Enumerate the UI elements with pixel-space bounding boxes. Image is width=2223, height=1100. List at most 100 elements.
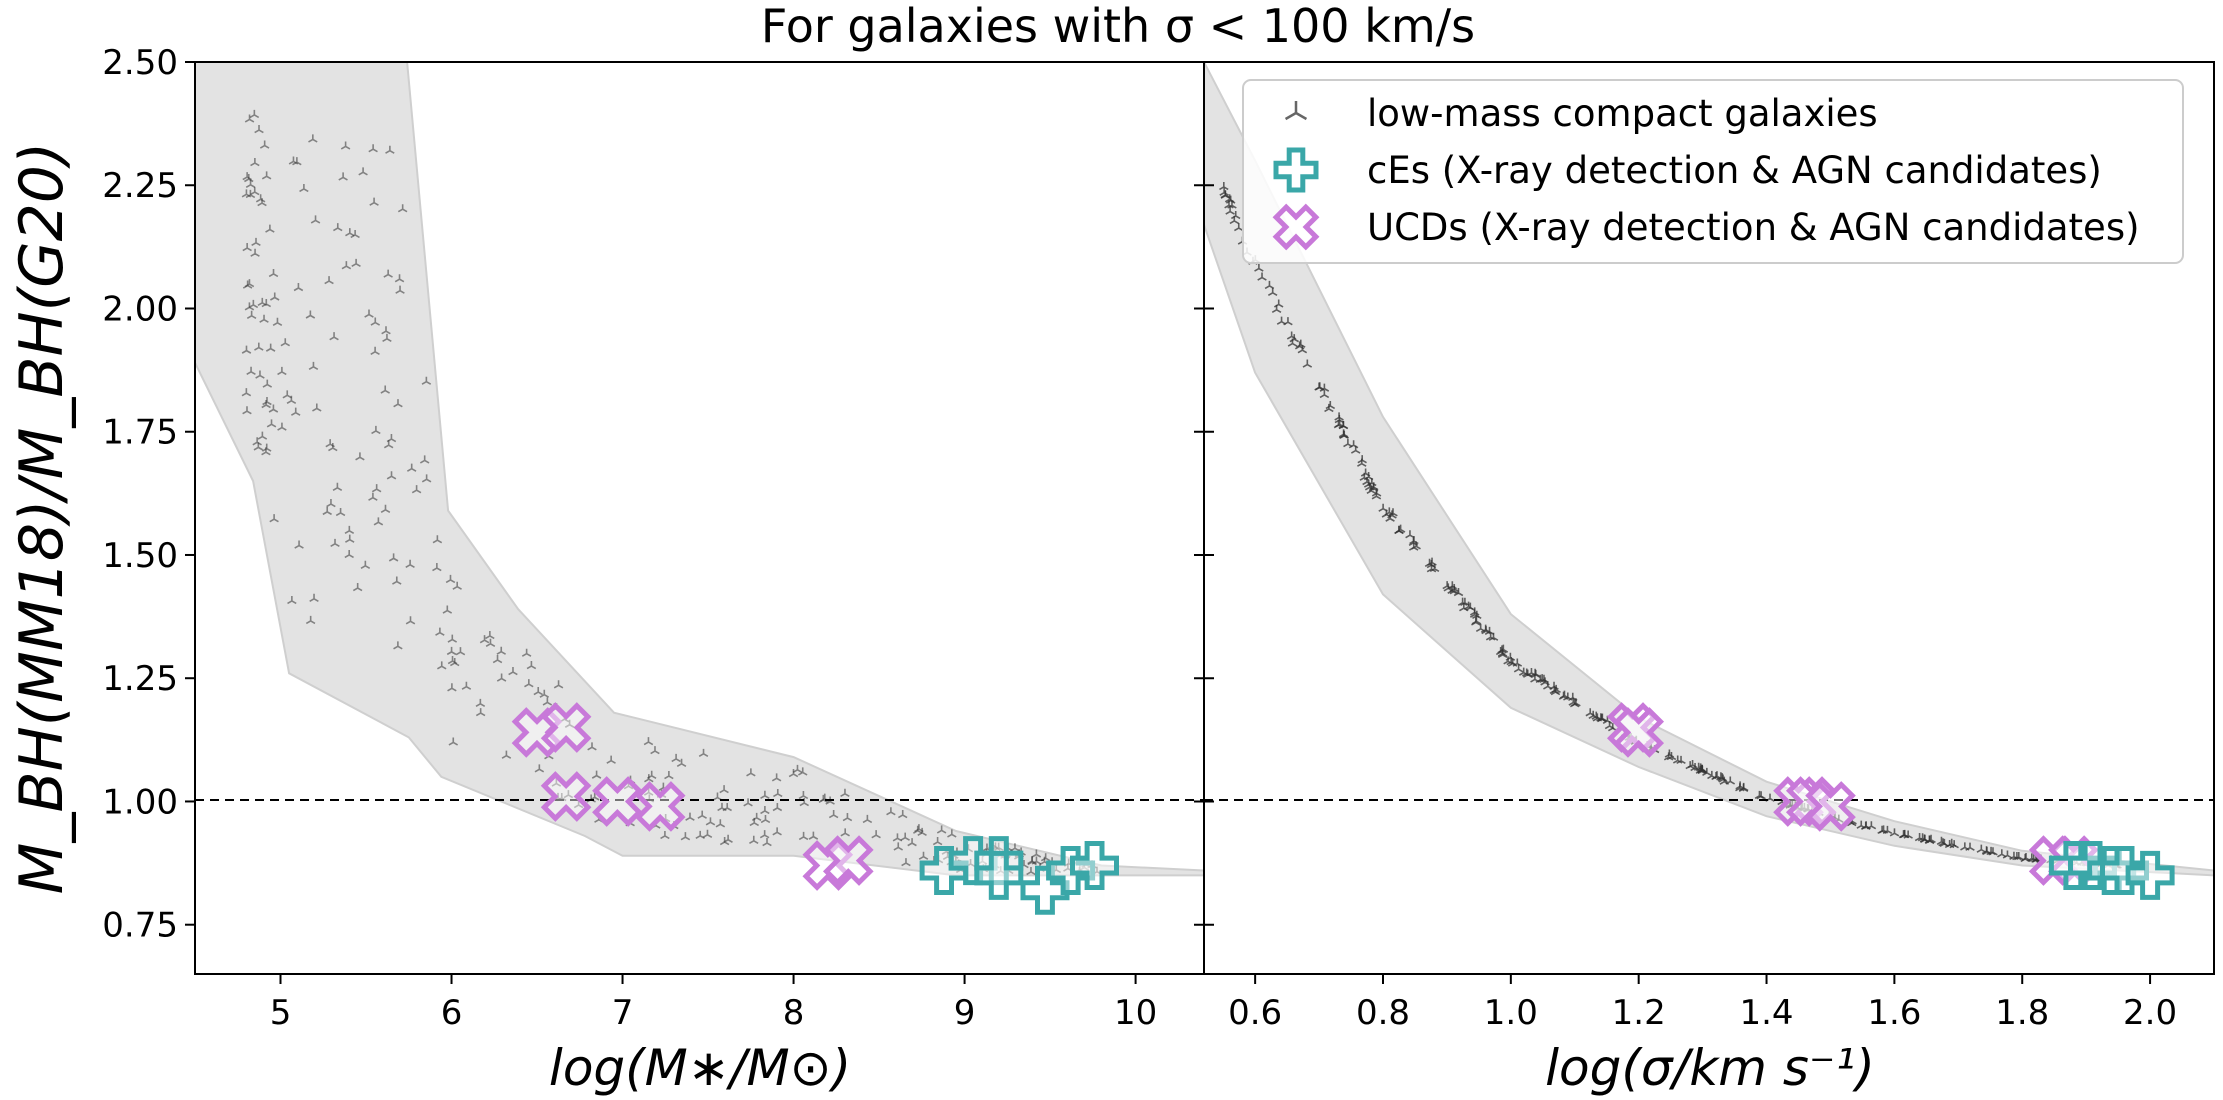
low-mass-galaxy-marker: [501, 750, 512, 759]
low-mass-galaxy-marker: [788, 769, 799, 778]
low-mass-galaxy-marker: [1588, 710, 1598, 719]
low-mass-galaxy-marker: [355, 452, 365, 461]
low-mass-galaxy-marker: [262, 397, 272, 406]
low-mass-galaxy-marker: [685, 812, 695, 821]
low-mass-galaxy-marker: [265, 224, 275, 233]
low-mass-galaxy-marker: [485, 630, 495, 640]
low-mass-galaxy-marker: [772, 827, 782, 836]
low-mass-galaxy-marker: [1878, 825, 1889, 834]
low-mass-galaxy-marker: [383, 440, 394, 449]
low-mass-galaxy-markers: [1219, 181, 2140, 871]
low-mass-galaxy-marker: [591, 770, 602, 779]
low-mass-galaxy-marker: [242, 406, 252, 415]
x-tick-label: 9: [954, 993, 976, 1033]
low-mass-galaxy-marker: [1453, 588, 1464, 597]
low-mass-galaxy-marker: [1799, 802, 1810, 812]
ucd-marker: [540, 702, 592, 753]
scatter-band: [1204, 62, 2214, 877]
low-mass-galaxy-marker: [386, 471, 397, 480]
low-mass-galaxy-marker: [671, 753, 681, 763]
ucd-marker: [592, 776, 643, 827]
low-mass-galaxy-marker: [381, 326, 391, 335]
low-mass-galaxy-marker: [241, 189, 252, 198]
low-mass-galaxy-marker: [305, 615, 316, 625]
low-mass-galaxy-marker: [254, 342, 264, 351]
low-mass-galaxy-marker: [369, 197, 379, 206]
low-mass-galaxy-marker: [539, 689, 550, 698]
low-mass-galaxy-marker: [1946, 838, 1957, 847]
low-mass-galaxy-marker: [475, 698, 486, 708]
low-mass-galaxy-marker: [936, 825, 947, 834]
low-mass-galaxy-marker: [901, 858, 911, 867]
low-mass-galaxy-marker: [1976, 844, 1987, 853]
low-mass-galaxy-marker: [246, 366, 256, 375]
low-mass-galaxy-marker: [797, 767, 808, 776]
low-mass-galaxy-marker: [492, 655, 503, 664]
low-mass-galaxy-marker: [360, 560, 371, 569]
low-mass-galaxy-marker: [1463, 601, 1474, 610]
low-mass-galaxy-marker: [1899, 829, 1910, 839]
low-mass-galaxy-marker: [435, 627, 445, 636]
low-mass-galaxy-marker: [1568, 697, 1578, 706]
low-mass-galaxy-marker: [900, 832, 910, 841]
ucd-marker: [1613, 707, 1665, 758]
low-mass-galaxy-marker: [405, 559, 415, 568]
low-mass-galaxy-marker: [309, 593, 319, 603]
x-tick-label: 0.6: [1228, 993, 1282, 1033]
low-mass-galaxy-marker: [294, 540, 304, 549]
low-mass-galaxy-marker: [799, 798, 809, 807]
low-mass-galaxy-marker: [269, 514, 279, 523]
low-mass-galaxy-marker: [280, 338, 291, 347]
low-mass-galaxy-marker: [344, 549, 354, 559]
low-mass-galaxy-marker: [524, 679, 534, 688]
low-mass-galaxy-marker: [1424, 558, 1435, 568]
low-mass-galaxy-marker: [405, 616, 416, 625]
low-mass-galaxy-marker: [371, 484, 382, 493]
low-mass-galaxy-marker: [606, 755, 616, 764]
low-mass-galaxy-marker: [1031, 849, 1042, 858]
low-mass-galaxy-marker: [1276, 316, 1287, 325]
low-mass-galaxy-marker: [344, 525, 355, 535]
panel-right-frame: [1203, 61, 2215, 975]
low-mass-galaxy-marker: [251, 237, 261, 247]
x-tick-label: 8: [783, 993, 805, 1033]
low-mass-galaxy-marker: [1719, 776, 1729, 785]
low-mass-galaxy-marker: [1735, 783, 1745, 792]
low-mass-galaxy-marker: [818, 794, 829, 804]
low-mass-galaxy-marker: [392, 576, 402, 585]
low-mass-galaxy-marker: [771, 773, 782, 782]
x-axis-label-left: log(M∗/M⊙): [549, 1039, 851, 1097]
panel-left: 5 6 7 8 9 10 0.75 1.00 1.25 1.50 1.75 2.00 2.25 2.50…: [102, 43, 1204, 1097]
low-mass-galaxy-marker: [533, 687, 543, 696]
low-mass-galaxy-marker: [1026, 866, 1036, 876]
low-mass-galaxy-marker: [249, 187, 260, 196]
low-mass-galaxy-marker: [705, 817, 716, 826]
low-mass-galaxy-marker: [828, 810, 839, 819]
low-mass-galaxy-marker: [664, 771, 674, 780]
low-mass-galaxy-marker: [1324, 403, 1334, 413]
low-mass-galaxy-marker: [918, 851, 929, 860]
low-mass-galaxy-marker: [268, 404, 279, 413]
low-mass-galaxy-marker: [680, 832, 691, 841]
low-mass-galaxy-marker: [455, 647, 466, 656]
low-mass-galaxy-marker: [305, 310, 316, 319]
low-mass-galaxy-marker: [773, 788, 783, 798]
low-mass-galaxy-marker: [261, 171, 272, 180]
low-mass-galaxy-marker: [1938, 838, 1948, 847]
low-mass-galaxy-marker: [446, 646, 457, 656]
low-mass-galaxy-marker: [1457, 597, 1468, 606]
low-mass-galaxy-marker: [1447, 585, 1457, 594]
ucd-marker: [822, 835, 874, 886]
low-mass-galaxy-marker: [299, 183, 309, 193]
low-mass-galaxy-marker: [1350, 445, 1361, 454]
low-mass-galaxy-marker: [370, 346, 380, 355]
low-mass-galaxy-marker: [749, 835, 759, 845]
low-mass-galaxy-marker: [332, 482, 343, 491]
low-mass-galaxy-marker: [382, 333, 392, 343]
low-mass-galaxy-marker: [1334, 412, 1344, 421]
low-mass-galaxy-marker: [432, 535, 443, 544]
low-mass-galaxy-marker: [419, 455, 430, 464]
low-mass-galaxy-marker: [383, 269, 393, 278]
low-mass-galaxy-marker: [436, 661, 447, 670]
low-mass-galaxy-marker: [759, 830, 770, 839]
